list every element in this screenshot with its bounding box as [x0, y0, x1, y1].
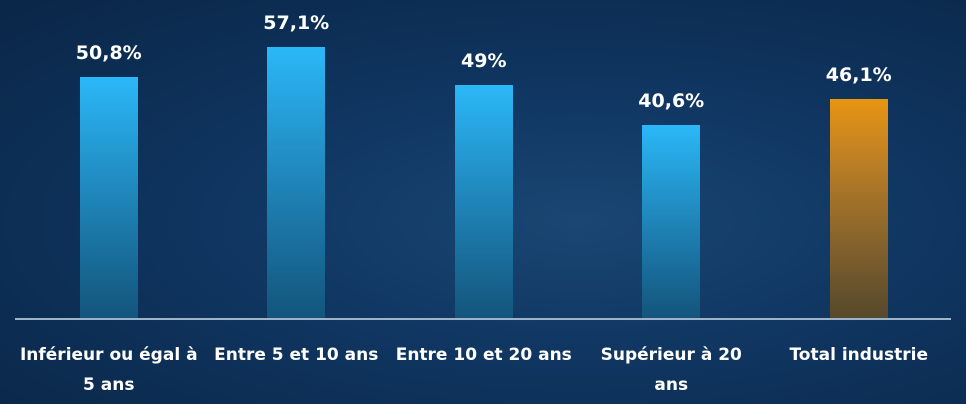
data-label: 46,1% — [825, 64, 892, 87]
bar — [642, 125, 701, 318]
bar — [454, 85, 513, 318]
bar — [79, 76, 138, 318]
x-tick-label: Total industrie — [789, 345, 929, 365]
x-tick-label: Entre 5 et 10 ans — [214, 345, 379, 365]
data-label: 50,8% — [75, 41, 142, 64]
bar — [829, 99, 888, 318]
data-label: 40,6% — [638, 90, 705, 113]
x-tick-label: Supérieur à 20 ans — [600, 345, 742, 395]
x-tick-label: Inférieur ou égal à 5 ans — [19, 345, 198, 395]
bar — [267, 46, 326, 318]
x-axis-line — [15, 318, 951, 320]
data-label: 57,1% — [263, 11, 330, 34]
data-label: 49% — [461, 50, 507, 73]
x-tick-label: Entre 10 et 20 ans — [395, 345, 572, 365]
